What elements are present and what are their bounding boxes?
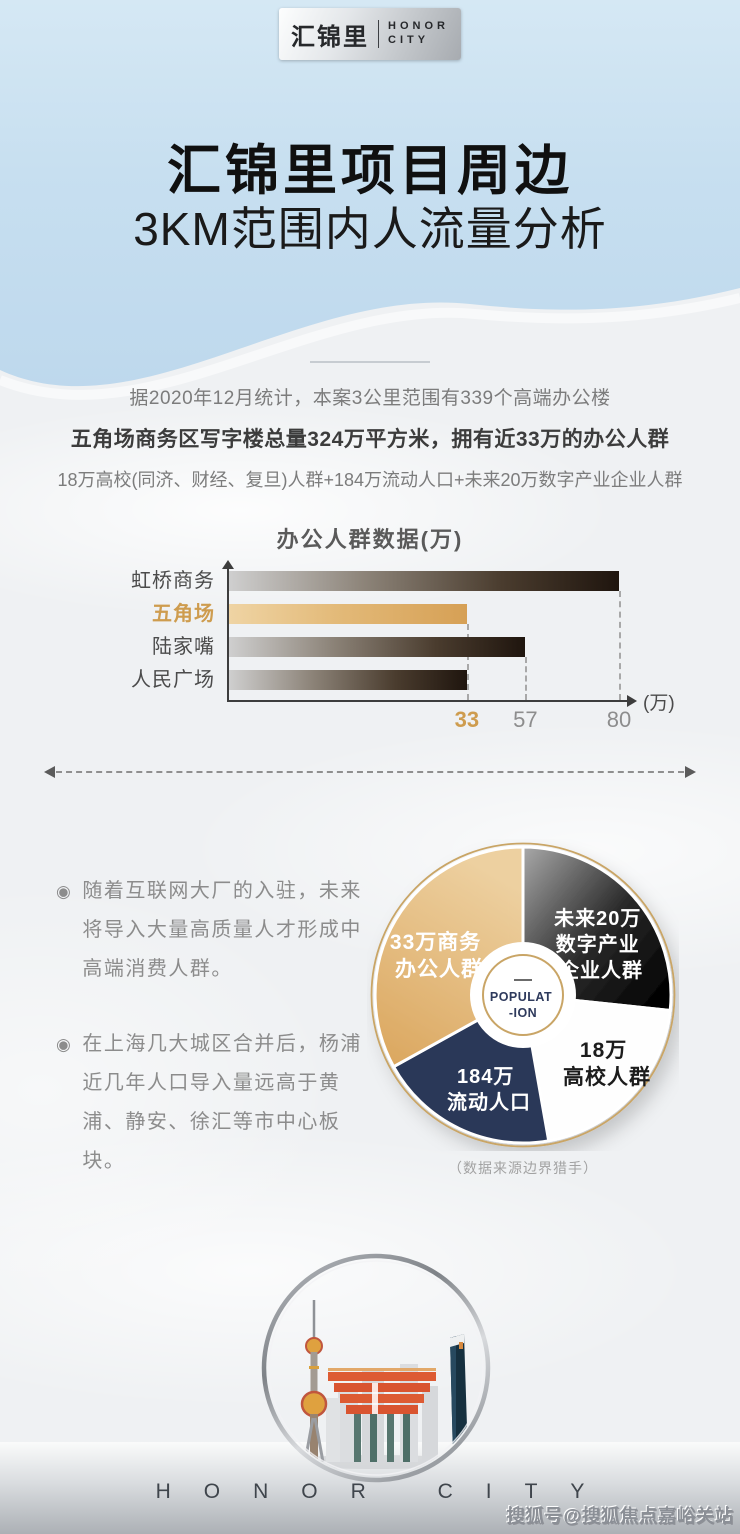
bar-chart-title: 办公人群数据(万) <box>276 527 464 552</box>
list-item: ◉ 在上海几大城区合并后，杨浦近几年人口导入量远高于黄浦、静安、徐汇等市中心板块… <box>56 1025 378 1181</box>
intro-text: 据2020年12月统计，本案3公里范围有339个高端办公楼 五角场商务区写字楼总… <box>0 383 740 492</box>
data-source-note: （数据来源边界猎手） <box>448 1160 598 1176</box>
dashed-guide <box>466 624 469 700</box>
logo-divider <box>378 20 380 48</box>
intro-line3: 18万高校(同济、财经、复旦)人群+184万流动人口+未来20万数字产业企业人群 <box>57 470 683 490</box>
watermark: 搜狐号@搜狐焦点嘉峪关站 <box>506 1506 734 1526</box>
pie-label-floating: 184万 流动人口 <box>447 1066 531 1114</box>
bar <box>229 637 526 657</box>
pie-outer-gold-ring <box>370 842 676 1148</box>
bar-category-label: 人民广场 <box>131 669 215 691</box>
bullet-dot-icon: ◉ <box>56 1035 73 1054</box>
bar-chart: 虹桥商务 五角场 陆家嘴 人民广场 (万) 33 57 80 <box>55 560 715 740</box>
page-title-line1: 汇锦里项目周边 <box>167 141 573 201</box>
intro-line1: 据2020年12月统计，本案3公里范围有339个高端办公楼 <box>129 388 611 409</box>
intro-line2: 五角场商务区写字楼总量324万平方米，拥有近33万的办公人群 <box>70 428 670 451</box>
dashed-guide <box>525 657 528 700</box>
dashed-guide <box>619 591 621 700</box>
brand-logo-en: HONOR CITY <box>388 20 449 46</box>
background-wave <box>0 288 740 432</box>
pie-center-label: POPULAT -ION <box>490 990 556 1020</box>
x-axis-unit-label: (万) <box>643 693 675 714</box>
pie-chart: POPULAT -ION 33万商务 办公人群 未来20万 数字产业 企业人群 … <box>367 839 679 1151</box>
x-axis-arrow-icon <box>627 695 637 707</box>
bar-category-label: 陆家嘴 <box>152 636 215 658</box>
bullet-text: 在上海几大城区合并后，杨浦近几年人口导入量远高于黄浦、静安、徐汇等市中心板块。 <box>82 1033 362 1172</box>
page-title-line2: 3KM范围内人流量分析 <box>133 203 607 256</box>
bar-category-label: 虹桥商务 <box>131 570 215 592</box>
insight-bullets: ◉ 随着互联网大厂的入驻，未来将导入大量高质量人才形成中高端消费人群。 ◉ 在上… <box>56 872 378 1217</box>
pie-label-business: 33万商务 办公人群 <box>390 930 488 981</box>
shanghai-skyline-illustration <box>284 1300 468 1469</box>
list-item: ◉ 随着互联网大厂的入驻，未来将导入大量高质量人才形成中高端消费人群。 <box>56 872 378 989</box>
pie-label-digital: 未来20万 数字产业 企业人群 <box>554 906 648 982</box>
pie-center-circle <box>482 954 564 1036</box>
bullet-dot-icon: ◉ <box>56 882 73 901</box>
axis-tick: 80 <box>606 707 632 732</box>
bar <box>229 670 467 690</box>
shanghai-skyline-globe <box>261 1253 491 1483</box>
pie-label-university: 18万 高校人群 <box>563 1039 651 1089</box>
bar <box>229 604 467 624</box>
axis-tick: 57 <box>513 707 538 732</box>
page-title: 汇锦里项目周边 3KM范围内人流量分析 <box>0 141 740 259</box>
brand-logo: 汇锦里 HONOR CITY <box>279 8 461 60</box>
axis-tick: 33 <box>454 707 480 732</box>
footer-brand-text: HONOR CITY <box>155 1480 618 1503</box>
brand-logo-cn: 汇锦里 <box>291 23 370 51</box>
bar-plot-area: 33 57 80 <box>229 565 631 732</box>
y-axis-arrow-icon <box>222 560 234 569</box>
bar-category-label: 五角场 <box>152 603 215 625</box>
y-axis <box>227 569 229 701</box>
section-divider-arrows <box>44 766 696 778</box>
title-divider <box>310 361 430 363</box>
x-axis <box>227 700 627 702</box>
bar <box>229 571 619 591</box>
bullet-text: 随着互联网大厂的入驻，未来将导入大量高质量人才形成中高端消费人群。 <box>82 880 362 980</box>
